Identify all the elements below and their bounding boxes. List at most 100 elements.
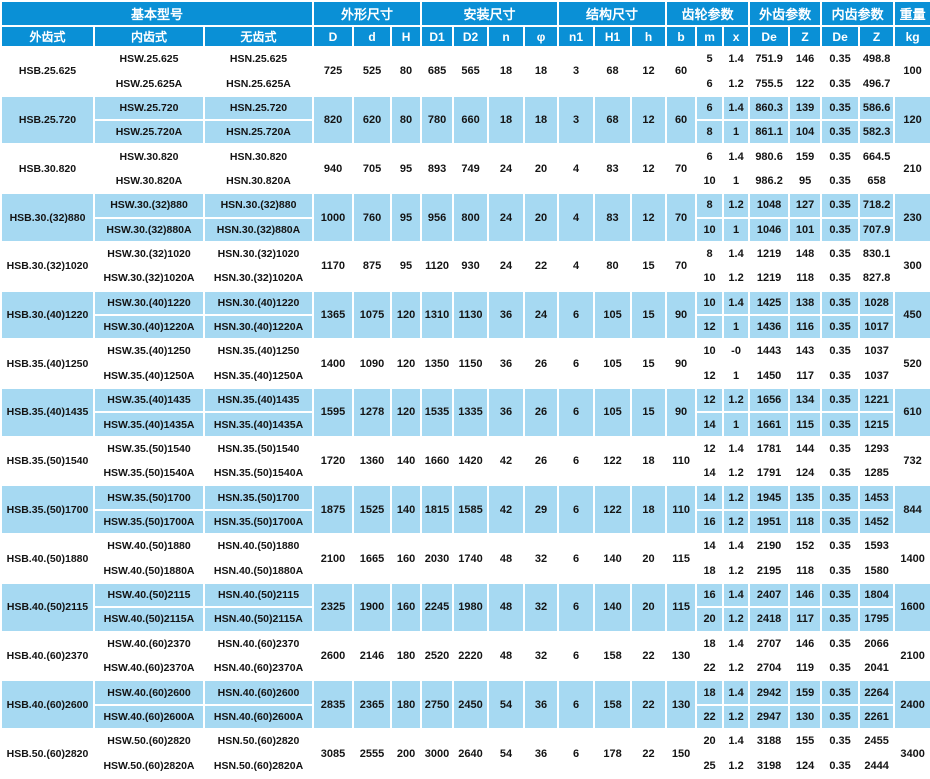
- cell-hsw: HSW.30.(40)1220: [93, 289, 205, 316]
- cell-h: 12: [630, 192, 668, 243]
- cell-hsw: HSW.40.(50)1880: [93, 533, 205, 560]
- cell-hsw: HSW.30.(32)1020A: [93, 265, 205, 292]
- cell-kg: 100: [893, 46, 930, 97]
- cell-x: 1.2: [722, 192, 751, 219]
- cell-phi: 32: [523, 533, 560, 584]
- cell-hsb: HSB.30.(40)1220: [0, 289, 95, 341]
- cell-m: 10: [695, 289, 725, 316]
- cell-De-int: 0.35: [820, 313, 861, 341]
- cell-Z-ext: 124: [788, 752, 823, 779]
- cell-b: 130: [665, 630, 698, 682]
- column-header-Z-ext: Z: [788, 25, 823, 48]
- cell-De-ext: 1945: [748, 484, 791, 511]
- cell-D1: 3000: [420, 728, 455, 779]
- column-header-b: b: [665, 25, 698, 48]
- cell-D2: 749: [452, 143, 490, 195]
- cell-De-int: 0.35: [820, 460, 861, 487]
- cell-H: 80: [390, 94, 423, 146]
- cell-x: 1: [722, 411, 751, 438]
- cell-D: 3085: [312, 728, 355, 779]
- cell-h: 15: [630, 338, 668, 390]
- cell-De-ext: 1436: [748, 313, 791, 341]
- cell-phi: 26: [523, 338, 560, 390]
- column-header-D1: D1: [420, 25, 455, 48]
- cell-H1: 68: [593, 94, 633, 146]
- table-row: HSB.30.(32)1020 HSW.30.(32)1020 HSN.30.(32…: [0, 240, 930, 292]
- cell-x: 1: [722, 119, 751, 146]
- cell-m: 6: [695, 70, 725, 97]
- cell-Z-int: 1285: [858, 460, 896, 487]
- cell-x: 1.4: [722, 533, 751, 560]
- cell-hsb: HSB.30.(32)1020: [0, 240, 95, 292]
- cell-D1: 780: [420, 94, 455, 146]
- table-row: HSB.30.820 HSW.30.820 HSN.30.820 940 705 95 89…: [0, 143, 930, 195]
- cell-n: 36: [487, 289, 526, 341]
- column-header-H1: H1: [593, 25, 633, 48]
- cell-h: 18: [630, 435, 668, 487]
- table-row: HSB.50.(60)2820 HSW.50.(60)2820 HSN.50.(60…: [0, 728, 930, 779]
- cell-Z-int: 658: [858, 167, 896, 195]
- cell-phi: 22: [523, 240, 560, 292]
- cell-hsn: HSN.35.(50)1700: [202, 484, 315, 511]
- cell-hsw: HSW.25.625: [93, 45, 205, 73]
- cell-D1: 1120: [420, 240, 455, 292]
- column-header-m: m: [695, 25, 725, 48]
- cell-phi: 18: [523, 46, 560, 97]
- cell-hsw: HSW.30.820: [93, 143, 205, 170]
- cell-Z-int: 2455: [858, 728, 896, 755]
- cell-h: 22: [630, 728, 668, 779]
- cell-Z-ext: 116: [788, 313, 823, 341]
- cell-m: 8: [695, 240, 725, 268]
- table-row: HSW.35.(50)1540A HSN.35.(50)1540A 14 1.2 179…: [1, 460, 930, 487]
- cell-phi: 29: [523, 484, 560, 536]
- cell-Z-int: 1037: [858, 362, 896, 390]
- cell-m: 18: [695, 557, 725, 584]
- header-group-internal-gear-parameters: 内齿参数: [820, 0, 896, 27]
- cell-hsn: HSN.35.(50)1540A: [202, 460, 315, 487]
- cell-Z-ext: 143: [788, 338, 823, 365]
- cell-Z-int: 664.5: [858, 143, 896, 170]
- cell-hsn: HSN.50.(60)2820A: [202, 752, 315, 779]
- cell-D: 2325: [312, 581, 355, 633]
- cell-hsb: HSB.30.820: [0, 143, 95, 195]
- cell-m: 8: [695, 119, 725, 146]
- cell-kg: 1400: [893, 533, 930, 584]
- cell-De-ext: 2190: [748, 533, 791, 560]
- column-header-De-ext: De: [748, 25, 791, 48]
- cell-D: 940: [312, 143, 355, 195]
- cell-m: 20: [695, 728, 725, 755]
- table-row: HSW.30.820A HSN.30.820A 10 1 986.2 95 0.35 658: [1, 167, 930, 195]
- cell-n: 24: [487, 192, 526, 243]
- cell-H: 95: [390, 143, 423, 195]
- cell-kg: 520: [893, 338, 930, 390]
- column-header-kg: kg: [893, 25, 930, 48]
- cell-De-ext: 2707: [748, 630, 791, 657]
- cell-n1: 6: [557, 289, 596, 341]
- column-header-no-gear-type: 无齿式: [202, 25, 315, 48]
- cell-m: 16: [695, 508, 725, 536]
- cell-hsb: HSB.35.(40)1250: [0, 338, 95, 390]
- cell-hsb: HSB.25.720: [0, 94, 95, 146]
- cell-m: 8: [695, 192, 725, 219]
- cell-n1: 6: [557, 630, 596, 682]
- cell-De-int: 0.35: [820, 630, 861, 657]
- column-header-d: d: [352, 25, 393, 48]
- cell-De-int: 0.35: [820, 143, 861, 170]
- table-row: HSB.25.625 HSW.25.625 HSN.25.625 725 525 80 68…: [0, 45, 930, 97]
- cell-D: 1365: [312, 289, 355, 341]
- cell-hsw: HSW.30.(32)1020: [93, 240, 205, 268]
- cell-d: 620: [352, 94, 393, 146]
- cell-kg: 230: [893, 192, 930, 243]
- cell-D2: 1420: [452, 435, 490, 487]
- cell-De-int: 0.35: [820, 654, 861, 682]
- table-row: HSW.50.(60)2820A HSN.50.(60)2820A 25 1.2 319…: [1, 752, 930, 779]
- cell-x: 1.2: [722, 387, 751, 414]
- cell-Z-ext: 104: [788, 119, 823, 146]
- cell-x: 1.4: [722, 581, 751, 609]
- cell-Z-int: 830.1: [858, 240, 896, 268]
- cell-Z-ext: 118: [788, 557, 823, 584]
- cell-Z-ext: 95: [788, 167, 823, 195]
- cell-H1: 83: [593, 143, 633, 195]
- cell-hsb: HSB.50.(60)2820: [0, 728, 95, 779]
